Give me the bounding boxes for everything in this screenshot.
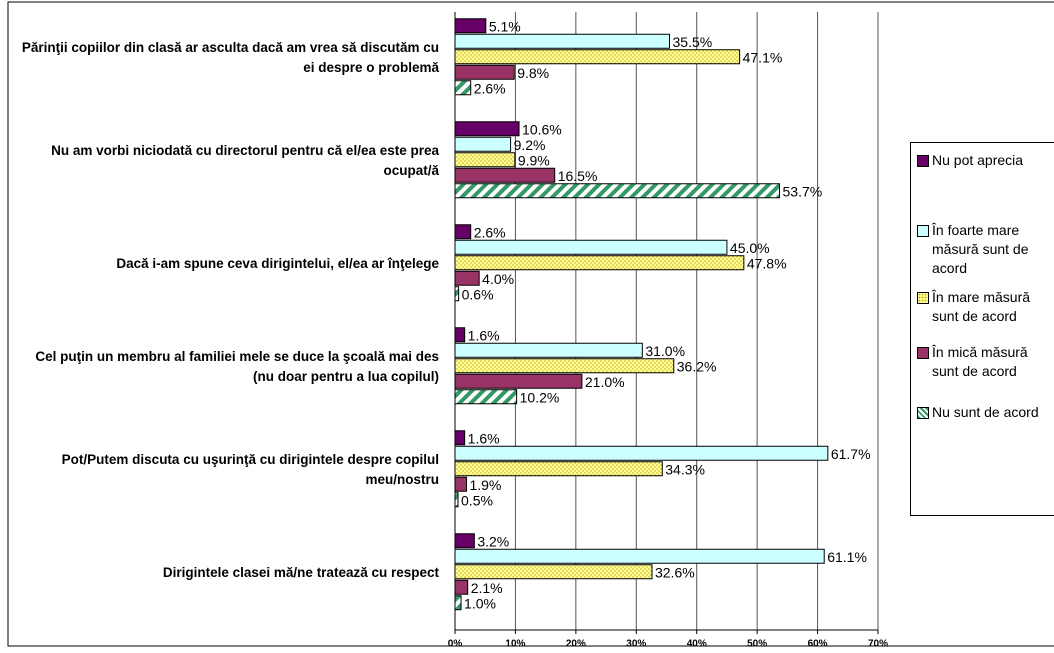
value-label: 1.6% [468, 430, 500, 446]
value-label: 61.7% [831, 446, 871, 462]
bar [454, 255, 745, 271]
bar [454, 533, 475, 549]
value-label: 31.0% [645, 343, 685, 359]
value-label: 9.9% [518, 152, 550, 168]
value-label: 4.0% [482, 271, 514, 287]
value-label: 3.2% [477, 533, 509, 549]
bar [454, 80, 472, 96]
value-label: 9.2% [514, 137, 546, 153]
legend: Nu pot aprecia În foarte mare măsură sunt… [910, 142, 1054, 516]
value-label: 47.8% [747, 255, 787, 271]
x-tick-label: 70% [868, 639, 888, 650]
legend-item: Nu sunt de acord [917, 403, 1052, 422]
value-label: 0.6% [462, 286, 494, 302]
x-tick-label: 30% [626, 639, 646, 650]
bar [454, 476, 467, 492]
bar [454, 270, 480, 286]
x-tick-label: 50% [747, 639, 767, 650]
value-label: 1.0% [464, 595, 496, 611]
category-label: Cel puţin un membru al familiei mele se … [35, 348, 439, 384]
legend-label: În mare măsură sunt de acord [932, 289, 1031, 324]
category-label: Părinţii copiilor din clasă ar asculta d… [21, 39, 439, 75]
value-label: 32.6% [655, 564, 695, 580]
legend-swatch [917, 292, 929, 304]
category-label: Pot/Putem discuta cu uşurinţă cu dirigin… [61, 451, 439, 487]
bar [454, 167, 556, 183]
x-tick-label: 20% [566, 639, 586, 650]
bar [454, 342, 643, 358]
bar [454, 492, 459, 508]
bar [454, 18, 487, 34]
bar [454, 224, 472, 240]
bar [454, 548, 825, 564]
bar [454, 183, 781, 199]
bar [454, 445, 829, 461]
legend-label: În mică măsură sunt de acord [932, 344, 1028, 379]
value-label: 0.5% [461, 492, 493, 508]
bar [454, 564, 653, 580]
value-label: 36.2% [677, 358, 717, 374]
legend-swatch [917, 225, 929, 237]
bar [454, 136, 512, 152]
legend-item: În foarte mare măsură sunt de acord [917, 221, 1052, 278]
category-label: Nu am vorbi niciodată cu directorul pent… [51, 142, 439, 178]
outer-border [7, 1, 1054, 647]
legend-label: Nu pot aprecia [932, 152, 1024, 168]
value-label: 34.3% [665, 461, 705, 477]
plot-area [455, 12, 878, 630]
value-label: 10.2% [520, 389, 560, 405]
bar [454, 49, 741, 65]
bar [454, 595, 462, 611]
value-label: 9.8% [517, 65, 549, 81]
legend-label: În foarte mare măsură sunt de acord [932, 222, 1029, 276]
value-label: 1.9% [469, 477, 501, 493]
legend-item: În mare măsură sunt de acord [917, 288, 1052, 326]
value-label: 10.6% [522, 121, 562, 137]
value-label: 35.5% [673, 34, 713, 50]
value-label: 53.7% [783, 183, 823, 199]
bar [454, 152, 516, 168]
x-tick-label: 0% [448, 639, 463, 650]
bar [454, 430, 466, 446]
value-label: 2.6% [474, 224, 506, 240]
bar [454, 239, 728, 255]
legend-item: Nu pot aprecia [917, 151, 1052, 170]
bar [454, 389, 518, 405]
legend-label: Nu sunt de acord [932, 404, 1039, 420]
bar [454, 286, 460, 302]
value-label: 5.1% [489, 18, 521, 34]
value-label: 21.0% [585, 374, 625, 390]
legend-swatch [917, 155, 929, 167]
bar [454, 461, 663, 477]
legend-swatch [917, 347, 929, 359]
value-label: 2.1% [471, 580, 503, 596]
value-label: 61.1% [827, 549, 867, 565]
category-label: Dacă i-am spune ceva dirigintelui, el/ea… [116, 255, 439, 271]
bar [454, 358, 675, 374]
bar [454, 373, 583, 389]
bar [454, 579, 469, 595]
bar [454, 33, 671, 49]
x-tick-label: 40% [687, 639, 707, 650]
bar [454, 121, 520, 137]
value-label: 1.6% [468, 327, 500, 343]
value-label: 47.1% [743, 49, 783, 65]
bar [454, 64, 515, 80]
category-label: Dirigintele clasei mă/ne tratează cu res… [162, 564, 439, 580]
legend-swatch [917, 407, 929, 419]
value-label: 2.6% [474, 80, 506, 96]
legend-item: În mică măsură sunt de acord [917, 343, 1052, 381]
value-label: 45.0% [730, 240, 770, 256]
x-tick-label: 60% [808, 639, 828, 650]
value-label: 16.5% [558, 168, 598, 184]
bar [454, 327, 466, 343]
x-tick-label: 10% [505, 639, 525, 650]
